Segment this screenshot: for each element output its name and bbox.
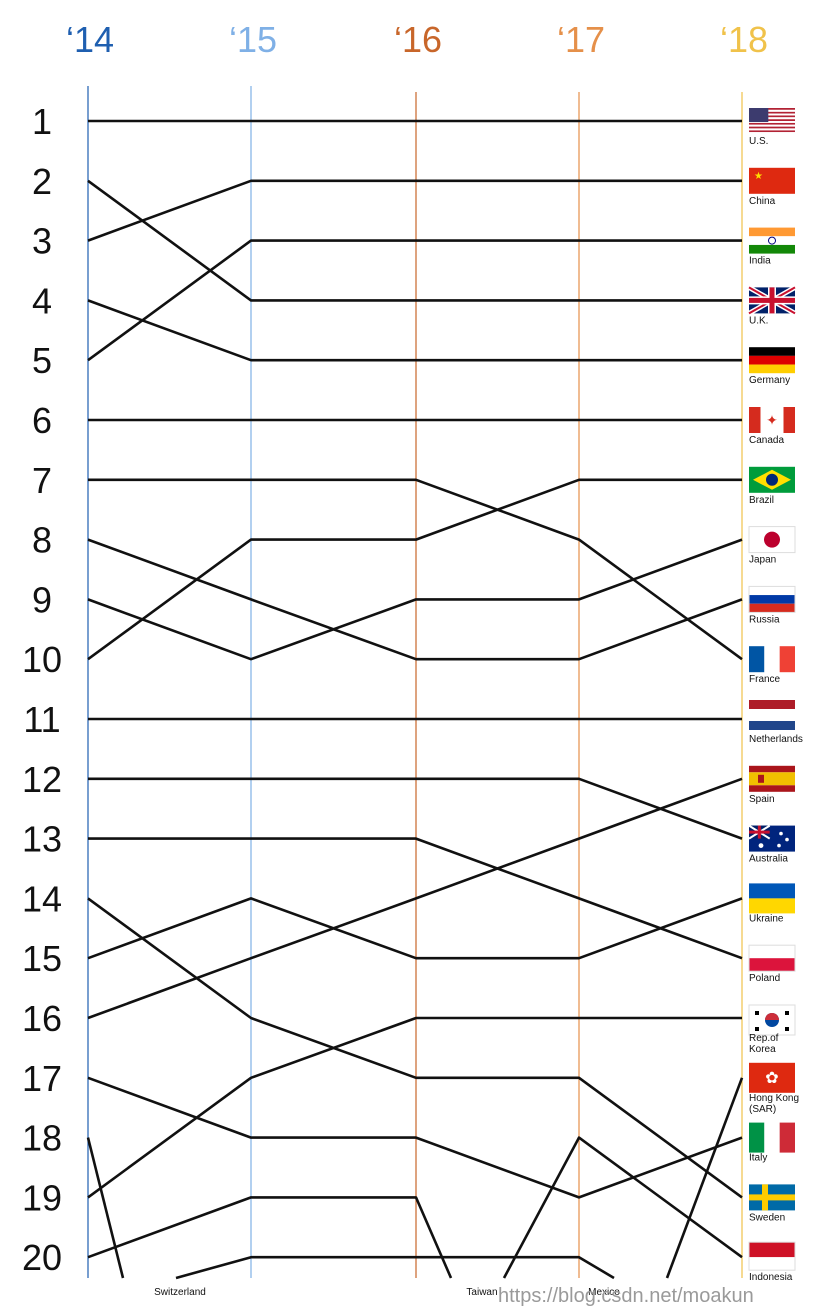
rank-label-9: 9: [32, 579, 52, 620]
series-line-poland: [88, 837, 743, 960]
watermark-text: https://blog.csdn.net/moakun: [498, 1285, 754, 1307]
rank-label-8: 8: [32, 520, 52, 561]
series-line-spain: [87, 777, 743, 1020]
country-label-canada: Canada: [749, 435, 784, 446]
flag-canada-icon: ✦: [749, 407, 795, 433]
bottom-label-taiwan: Taiwan: [466, 1287, 497, 1298]
country-label-russia: Russia: [749, 614, 780, 625]
flag-china-icon: ★: [749, 167, 795, 194]
country-label-u-k: U.K.: [749, 315, 768, 326]
series-line-mexico: [175, 1255, 615, 1280]
series-line-rep-of-korea: [87, 1016, 742, 1199]
country-label-italy: Italy: [749, 1153, 767, 1164]
series-line-ukraine: [87, 897, 743, 960]
country-flags: U.S. ★ China India U.K. Germany ✦ Canada Brazil J…: [747, 108, 803, 1283]
rank-label-16: 16: [22, 998, 62, 1039]
country-label-japan: Japan: [749, 555, 776, 566]
series-line-indonesia: [502, 1136, 743, 1279]
series-line-sweden: [87, 897, 743, 1199]
country-label-germany: Germany: [749, 375, 790, 386]
year-label-1: ‘15: [229, 19, 277, 60]
rank-label-4: 4: [32, 280, 52, 321]
rank-label-20: 20: [22, 1237, 62, 1278]
year-label-2: ‘16: [394, 19, 442, 60]
rank-label-12: 12: [22, 759, 62, 800]
country-label-ukraine: Ukraine: [749, 913, 784, 924]
rank-label-19: 19: [22, 1177, 62, 1218]
rank-label-17: 17: [22, 1058, 62, 1099]
flag-brazil-icon: [749, 466, 795, 493]
flag-australia-icon: [748, 824, 795, 852]
country-label-indonesia: Indonesia: [749, 1272, 793, 1283]
flag-u-k-icon: [747, 285, 797, 316]
rank-label-10: 10: [22, 639, 62, 680]
series-line-japan: [87, 538, 743, 661]
rank-label-18: 18: [22, 1118, 62, 1159]
series-line-australia: [88, 777, 743, 840]
country-label-u-s: U.S.: [749, 136, 768, 147]
rank-label-15: 15: [22, 938, 62, 979]
flag-ukraine-icon: [749, 883, 795, 914]
series-line-taiwan: [87, 1196, 453, 1279]
series-lines: [86, 119, 744, 1280]
country-label-brazil: Brazil: [749, 495, 774, 506]
series-line-switzerland: [86, 1137, 125, 1279]
flag-u-s-icon: [749, 108, 795, 134]
country-label-netherlands: Netherlands: [749, 734, 803, 745]
flag-japan-icon: [748, 526, 796, 554]
rank-label-5: 5: [32, 340, 52, 381]
series-line-russia: [87, 538, 743, 661]
country-label-india: India: [749, 256, 771, 267]
flag-netherlands-icon: [749, 700, 795, 730]
rank-label-2: 2: [32, 161, 52, 202]
flag-france-icon: [749, 646, 795, 673]
rank-label-1: 1: [32, 101, 52, 142]
country-label-australia: Australia: [749, 854, 788, 865]
bottom-label-switzerland: Switzerland: [154, 1287, 206, 1298]
svg-text:✦: ✦: [766, 412, 778, 428]
flag-hong-kong-sar-icon: ✿: [749, 1062, 795, 1093]
rank-label-3: 3: [32, 221, 52, 262]
svg-text:✿: ✿: [765, 1070, 778, 1087]
series-line-brazil: [87, 478, 742, 661]
svg-text:★: ★: [754, 171, 763, 182]
flag-russia-icon: [748, 585, 796, 613]
bottom-label-mexico: Mexico: [588, 1287, 620, 1298]
series-line-germany: [87, 299, 742, 362]
country-label-rep-of-korea: Rep.of Korea: [749, 1033, 779, 1055]
flag-india-icon: [749, 227, 795, 254]
series-line-u-k: [87, 179, 742, 302]
country-label-china: China: [749, 196, 776, 207]
flag-spain-icon: [749, 765, 795, 792]
series-line-india: [87, 239, 742, 362]
bottom-labels: Switzerland Taiwan Mexico: [154, 1287, 620, 1298]
flag-germany-icon: [749, 347, 795, 374]
flag-italy-icon: [749, 1122, 795, 1153]
flag-poland-icon: [748, 944, 796, 972]
rank-label-11: 11: [23, 699, 60, 740]
year-label-0: ‘14: [66, 19, 114, 60]
series-line-hong-kong-sar: [665, 1077, 744, 1279]
series-line-france: [88, 478, 743, 661]
flag-sweden-icon: [749, 1184, 795, 1211]
series-line-china: [87, 179, 742, 242]
year-label-4: ‘18: [720, 19, 768, 60]
country-label-hong-kong-sar: Hong Kong (SAR): [749, 1093, 799, 1115]
series-line-italy: [87, 1076, 743, 1199]
year-label-3: ‘17: [557, 19, 605, 60]
rank-label-13: 13: [22, 819, 62, 860]
flag-rep-of-korea-icon: [748, 1004, 796, 1036]
rank-label-7: 7: [32, 460, 52, 501]
rank-label-14: 14: [22, 878, 62, 919]
flag-indonesia-icon: [748, 1241, 796, 1271]
rank-label-6: 6: [32, 400, 52, 441]
country-label-sweden: Sweden: [749, 1212, 785, 1223]
country-label-france: France: [749, 674, 781, 685]
country-label-spain: Spain: [749, 794, 775, 805]
year-axes: ‘14 ‘15 ‘16 ‘17 ‘18: [66, 19, 768, 1278]
country-label-poland: Poland: [749, 973, 780, 984]
